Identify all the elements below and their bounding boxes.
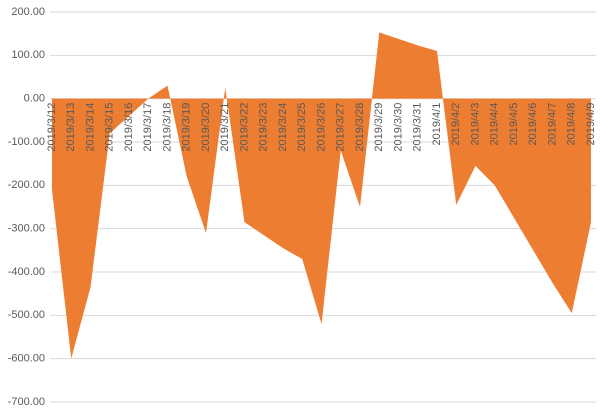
x-tick-label: 2019/4/4 bbox=[489, 103, 501, 146]
x-tick-label: 2019/3/20 bbox=[200, 103, 212, 152]
y-tick-label: 200.00 bbox=[11, 6, 45, 18]
x-tick-label: 2019/3/16 bbox=[123, 103, 135, 152]
x-tick-label: 2019/3/12 bbox=[46, 103, 58, 152]
y-tick-label: 0.00 bbox=[24, 93, 45, 105]
area bbox=[52, 32, 591, 359]
x-tick-label: 2019/3/27 bbox=[335, 103, 347, 152]
y-tick-label: -500.00 bbox=[8, 309, 45, 321]
x-tick-label: 2019/3/21 bbox=[219, 103, 231, 152]
x-tick-label: 2019/4/1 bbox=[431, 103, 443, 146]
x-tick-label: 2019/4/3 bbox=[469, 103, 481, 146]
x-tick-label: 2019/4/9 bbox=[585, 103, 597, 146]
y-tick-label: -200.00 bbox=[8, 179, 45, 191]
x-tick-label: 2019/3/28 bbox=[354, 103, 366, 152]
y-tick-label: -700.00 bbox=[8, 396, 45, 408]
x-tick-label: 2019/3/30 bbox=[392, 103, 404, 152]
x-tick-label: 2019/3/13 bbox=[65, 103, 77, 152]
x-tick-label: 2019/3/19 bbox=[181, 103, 193, 152]
x-tick-label: 2019/3/29 bbox=[373, 103, 385, 152]
x-tick-label: 2019/3/14 bbox=[84, 103, 96, 152]
y-tick-label: -100.00 bbox=[8, 136, 45, 148]
x-tick-label: 2019/4/6 bbox=[527, 103, 539, 146]
y-tick-label: 100.00 bbox=[11, 49, 45, 61]
x-tick-label: 2019/3/18 bbox=[161, 103, 173, 152]
x-tick-label: 2019/3/15 bbox=[104, 103, 116, 152]
y-tick-label: -300.00 bbox=[8, 223, 45, 235]
x-tick-label: 2019/4/8 bbox=[566, 103, 578, 146]
y-tick-label: -400.00 bbox=[8, 266, 45, 278]
x-tick-label: 2019/4/2 bbox=[450, 103, 462, 146]
x-tick-label: 2019/3/22 bbox=[238, 103, 250, 152]
x-tick-label: 2019/3/26 bbox=[315, 103, 327, 152]
x-tick-label: 2019/4/7 bbox=[546, 103, 558, 146]
x-tick-label: 2019/4/5 bbox=[508, 103, 520, 146]
x-tick-label: 2019/3/23 bbox=[258, 103, 270, 152]
x-tick-label: 2019/3/31 bbox=[412, 103, 424, 152]
x-tick-label: 2019/3/24 bbox=[277, 103, 289, 152]
x-tick-label: 2019/3/17 bbox=[142, 103, 154, 152]
y-tick-label: -600.00 bbox=[8, 353, 45, 365]
x-tick-label: 2019/3/25 bbox=[296, 103, 308, 152]
